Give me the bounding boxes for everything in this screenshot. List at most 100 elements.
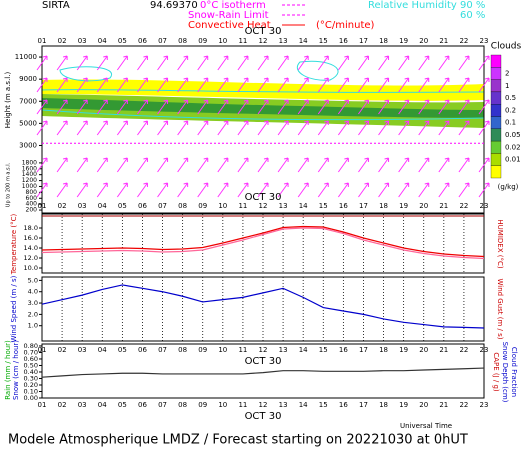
x-tick-label: 01 bbox=[38, 401, 47, 409]
wind-arrow bbox=[297, 99, 309, 115]
wind-arrow bbox=[277, 120, 289, 136]
y-tick-label: 7000 bbox=[19, 97, 37, 105]
wind-arrow bbox=[116, 120, 128, 136]
colorbar-title: Clouds bbox=[491, 42, 522, 52]
x-tick-label: 09 bbox=[198, 401, 207, 409]
wind-arrow bbox=[157, 55, 169, 71]
x-tick-label: 08 bbox=[178, 401, 187, 409]
y-tick-label: 600 bbox=[26, 195, 38, 202]
y-tick-label: 1400 bbox=[22, 171, 37, 178]
x-tick-label: 19 bbox=[399, 202, 408, 210]
x-tick-label: 05 bbox=[118, 37, 127, 45]
x-tick-label: 22 bbox=[459, 401, 468, 409]
x-tick-label: 14 bbox=[299, 37, 308, 45]
y-tick-label: 16.0 bbox=[24, 234, 38, 242]
x-tick-label: 17 bbox=[359, 401, 368, 409]
x-tick-label: 08 bbox=[178, 202, 187, 210]
wind-arrow bbox=[137, 120, 148, 136]
colorbar-swatch bbox=[490, 67, 502, 80]
x-tick-label: 23 bbox=[480, 37, 489, 45]
wind-arrow bbox=[56, 55, 68, 71]
x-tick-label: 20 bbox=[419, 401, 428, 409]
x-tick-label: 07 bbox=[158, 202, 167, 210]
colorbar-swatch bbox=[490, 116, 502, 129]
y-tick-label: 0.80 bbox=[24, 342, 38, 350]
wind-arrow bbox=[317, 182, 329, 198]
wind-arrow bbox=[418, 120, 430, 136]
wind-arrow bbox=[237, 120, 249, 136]
y-tick-label: 9000 bbox=[19, 75, 37, 83]
colorbar-swatch bbox=[490, 91, 502, 105]
wind-arrow bbox=[458, 99, 470, 115]
wind-arrow bbox=[96, 182, 108, 198]
wind-arrow bbox=[36, 157, 48, 173]
wind-arrow bbox=[438, 55, 450, 71]
y-tick-label: 0.40 bbox=[24, 368, 38, 376]
wind-arrow bbox=[458, 182, 470, 198]
wind-arrow bbox=[378, 182, 390, 198]
y-tick-label: 1800 bbox=[22, 159, 37, 166]
wind-arrow bbox=[76, 182, 88, 198]
x-tick-label: 12 bbox=[259, 202, 268, 210]
x-tick-label: 11 bbox=[238, 346, 247, 354]
wind-arrow bbox=[137, 99, 148, 115]
x-tick-label: 07 bbox=[158, 37, 167, 45]
wind-arrow bbox=[217, 182, 229, 198]
colorbar-label: 0.2 bbox=[505, 106, 516, 114]
wind-arrow bbox=[418, 55, 430, 71]
wind-arrow bbox=[277, 157, 289, 173]
wind-arrow bbox=[438, 182, 450, 198]
wind-arrow bbox=[478, 120, 490, 136]
x-tick-label: 16 bbox=[339, 202, 348, 210]
wind-arrow bbox=[116, 182, 128, 198]
wind-arrow bbox=[36, 77, 48, 93]
y-tick-label: 4.0 bbox=[28, 288, 38, 296]
wind-arrow bbox=[398, 77, 410, 93]
y-tick-label: 1.0 bbox=[28, 322, 38, 330]
colorbar-swatch bbox=[490, 140, 502, 154]
x-tick-label: 12 bbox=[259, 37, 268, 45]
wind-arrow bbox=[36, 99, 48, 115]
y-tick-label: 18.0 bbox=[24, 224, 38, 232]
x-tick-label: 04 bbox=[98, 202, 107, 210]
wind-arrow bbox=[358, 157, 369, 173]
colorbar-label: 0.05 bbox=[505, 131, 521, 139]
x-tick-label: 22 bbox=[459, 346, 468, 354]
wind-arrow bbox=[297, 77, 309, 93]
x-tick-label: 19 bbox=[399, 37, 408, 45]
wind-arrow bbox=[76, 157, 88, 173]
x-tick-label: 20 bbox=[419, 37, 428, 45]
wind-arrow bbox=[418, 182, 430, 198]
station: SIRTA bbox=[42, 0, 70, 11]
wind-arrow bbox=[458, 77, 470, 93]
x-tick-label: 08 bbox=[178, 346, 187, 354]
x-tick-label: 04 bbox=[98, 346, 107, 354]
x-tick-label: 21 bbox=[439, 401, 448, 409]
x-tick-label: 21 bbox=[439, 346, 448, 354]
x-tick-label: 11 bbox=[238, 37, 247, 45]
wind-arrow bbox=[116, 77, 128, 93]
wind-arrow bbox=[137, 157, 148, 173]
colorbar-swatch bbox=[490, 104, 502, 117]
wind-arrow bbox=[96, 120, 108, 136]
x-tick-label: 19 bbox=[399, 401, 408, 409]
x-tick-label: 17 bbox=[359, 37, 368, 45]
x-tick-label: 14 bbox=[299, 401, 308, 409]
wind-arrow bbox=[56, 157, 68, 173]
axis-label: Up to 200 m a.s.l. bbox=[6, 162, 12, 207]
x-tick-label: 17 bbox=[359, 202, 368, 210]
x-tick-label: 06 bbox=[138, 37, 147, 45]
y-tick-label: 0.30 bbox=[24, 374, 38, 382]
x-tick-label: 18 bbox=[379, 202, 388, 210]
wind-arrow bbox=[398, 55, 410, 71]
wind-arrow bbox=[257, 182, 269, 198]
x-tick-label: 12 bbox=[259, 401, 268, 409]
x-tick-label: 07 bbox=[158, 346, 167, 354]
wind-arrow bbox=[237, 55, 249, 71]
wind-arrow bbox=[197, 77, 209, 93]
wind-arrow bbox=[96, 99, 108, 115]
wind-arrow bbox=[157, 99, 169, 115]
colorbar-swatch bbox=[490, 128, 502, 142]
wind-arrow bbox=[378, 157, 390, 173]
axis-label: Snow Depth (cm) bbox=[501, 342, 509, 403]
